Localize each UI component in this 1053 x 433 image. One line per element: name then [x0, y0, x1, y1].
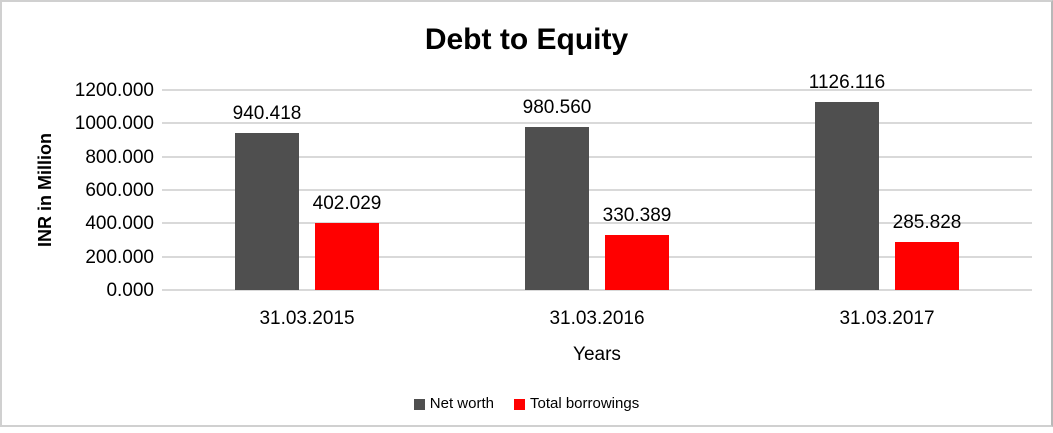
gridline	[162, 122, 1032, 125]
bar-total-borrowings	[895, 242, 959, 290]
bar-total-borrowings	[315, 223, 379, 290]
y-tick-label: 1000.000	[74, 113, 154, 135]
legend-item: Net worth	[413, 395, 494, 412]
x-axis-title: Years	[573, 344, 621, 365]
bar-net-worth	[815, 102, 879, 290]
legend-color-swatch	[413, 398, 425, 410]
category-label: 31.03.2017	[839, 308, 935, 329]
y-tick-label: 200.000	[85, 246, 154, 268]
gridline	[162, 222, 1032, 225]
gridline	[162, 289, 1032, 291]
value-label: 1126.116	[808, 72, 886, 94]
y-tick-label: 400.000	[85, 213, 154, 235]
bar-total-borrowings	[605, 234, 669, 290]
plot-area	[162, 89, 1032, 291]
bar-net-worth	[525, 126, 589, 290]
legend-label: Net worth	[429, 395, 494, 412]
value-label: 285.828	[892, 212, 962, 234]
value-label: 980.560	[522, 96, 592, 118]
value-label: 940.418	[232, 103, 302, 125]
value-label: 330.389	[602, 204, 672, 226]
category-label: 31.03.2016	[549, 308, 645, 329]
legend-color-swatch	[513, 398, 525, 410]
chart-title: Debt to Equity	[424, 23, 629, 56]
y-tick-label: 0.000	[106, 280, 154, 301]
bar-net-worth	[235, 133, 299, 290]
y-tick-label: 800.000	[85, 146, 154, 168]
category-label: 31.03.2015	[259, 308, 355, 329]
legend-item: Total borrowings	[513, 395, 640, 412]
gridline	[162, 155, 1032, 158]
gridline	[162, 255, 1032, 258]
gridline	[162, 189, 1032, 191]
y-tick-label: 1200.000	[74, 80, 154, 101]
value-label: 402.029	[312, 192, 382, 214]
gridline	[162, 89, 1032, 91]
legend-label: Total borrowings	[529, 395, 640, 412]
y-tick-label: 600.000	[85, 180, 154, 201]
legend: Net worth Total borrowings	[2, 394, 1051, 414]
